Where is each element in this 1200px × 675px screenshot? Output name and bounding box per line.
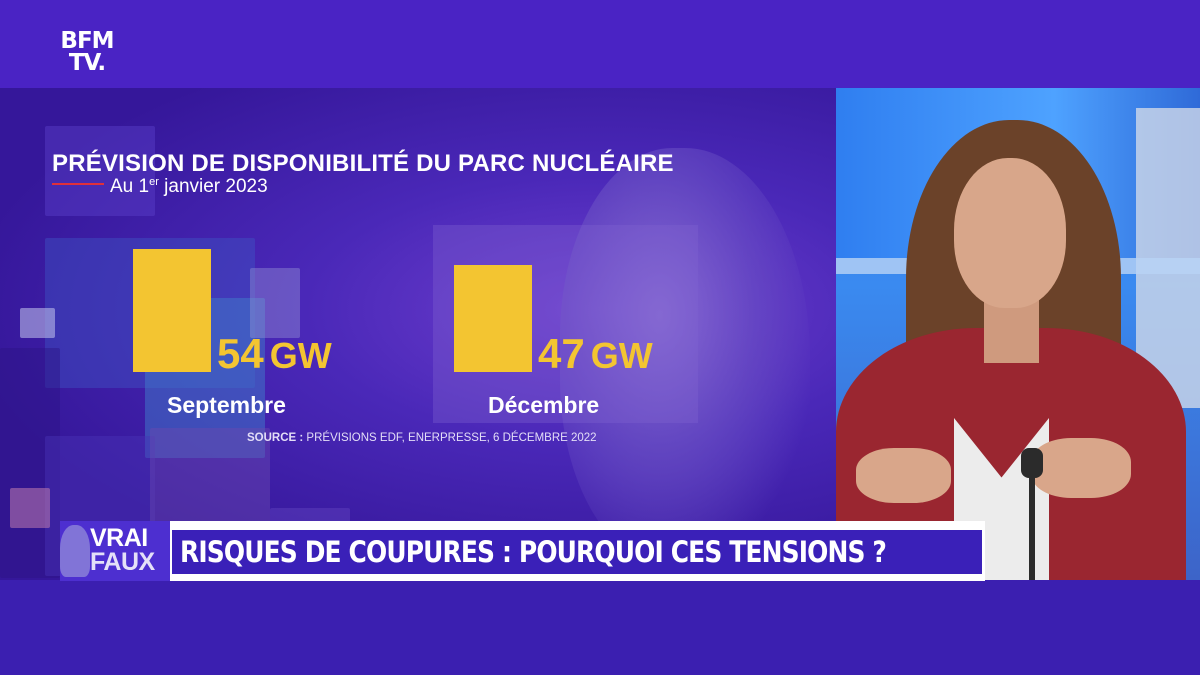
bar-value-label: 47 GW (538, 333, 653, 377)
headline-bar (172, 530, 982, 574)
category-label: Décembre (488, 392, 600, 418)
bar-value-unit: GW (269, 335, 332, 376)
vrai-faux-segment-logo: VRAI FAUX (60, 521, 170, 581)
bar-décembre (454, 264, 532, 372)
logo-line-2: TV. (68, 50, 106, 76)
chart-subtitle: Au 1er janvier 2023 (110, 176, 268, 198)
presenter-face (954, 158, 1066, 308)
decorative-block (250, 268, 300, 338)
decorative-block (45, 126, 155, 216)
statue-icon (60, 525, 90, 577)
source-label: SOURCE : (247, 432, 304, 444)
segment-title-line-2: FAUX (90, 548, 155, 576)
background-portrait-silhouette (560, 148, 810, 568)
bfmtv-logo: BFM TV. (52, 28, 122, 76)
microphone-stand (1029, 473, 1035, 580)
bottom-band (0, 580, 1200, 675)
segment-title: VRAI FAUX (90, 524, 155, 576)
chart-title: PRÉVISION DE DISPONIBILITÉ DU PARC NUCLÉ… (52, 150, 674, 177)
studio-camera-feed (836, 88, 1200, 580)
headline-text: RISQUES DE COUPURES : POURQUOI CES TENSI… (180, 535, 887, 569)
logo-line-1: BFM (60, 28, 114, 54)
segment-title-line-1: VRAI (90, 524, 148, 552)
subtitle-suffix: janvier 2023 (158, 176, 268, 197)
bar-value-label: 54 GW (217, 333, 332, 377)
category-label: Septembre (167, 392, 286, 418)
decorative-block (10, 488, 50, 528)
subtitle-prefix: Au 1 (110, 176, 150, 197)
bar-value-number: 47 (538, 330, 585, 377)
microphone-icon (1021, 448, 1043, 478)
title-accent-rule (52, 183, 104, 185)
bar-value-unit: GW (590, 335, 653, 376)
chart-source: SOURCE : PRÉVISIONS EDF, ENERPRESSE, 6 D… (247, 432, 597, 444)
subtitle-ordinal: er (149, 176, 159, 188)
bar-value-number: 54 (217, 330, 264, 377)
bar-septembre (133, 249, 211, 372)
presenter-right-hand (1031, 438, 1131, 498)
top-band (0, 0, 1200, 88)
presenter-left-hand (856, 448, 951, 503)
decorative-block (20, 308, 55, 338)
chart-graphic-panel: PRÉVISION DE DISPONIBILITÉ DU PARC NUCLÉ… (0, 88, 836, 580)
source-text: PRÉVISIONS EDF, ENERPRESSE, 6 DÉCEMBRE 2… (303, 432, 597, 444)
decorative-block (0, 348, 60, 578)
